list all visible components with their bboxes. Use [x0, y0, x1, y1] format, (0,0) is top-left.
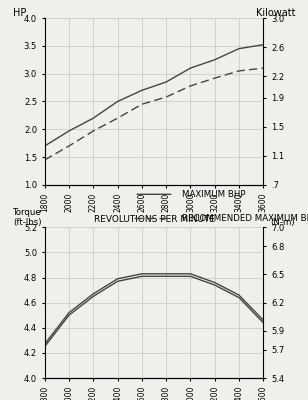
Text: (N-m): (N-m): [270, 218, 295, 227]
X-axis label: REVOLUTIONS PER MINUTE: REVOLUTIONS PER MINUTE: [94, 215, 214, 224]
Text: MAXIMUM BHP: MAXIMUM BHP: [182, 190, 246, 199]
Text: RECOMMENDED MAXIMUM BHP: RECOMMENDED MAXIMUM BHP: [182, 214, 308, 222]
Text: Kilowatt: Kilowatt: [256, 8, 295, 18]
Text: Torque
(ft-lbs): Torque (ft-lbs): [13, 208, 42, 227]
Text: HP: HP: [13, 8, 26, 18]
